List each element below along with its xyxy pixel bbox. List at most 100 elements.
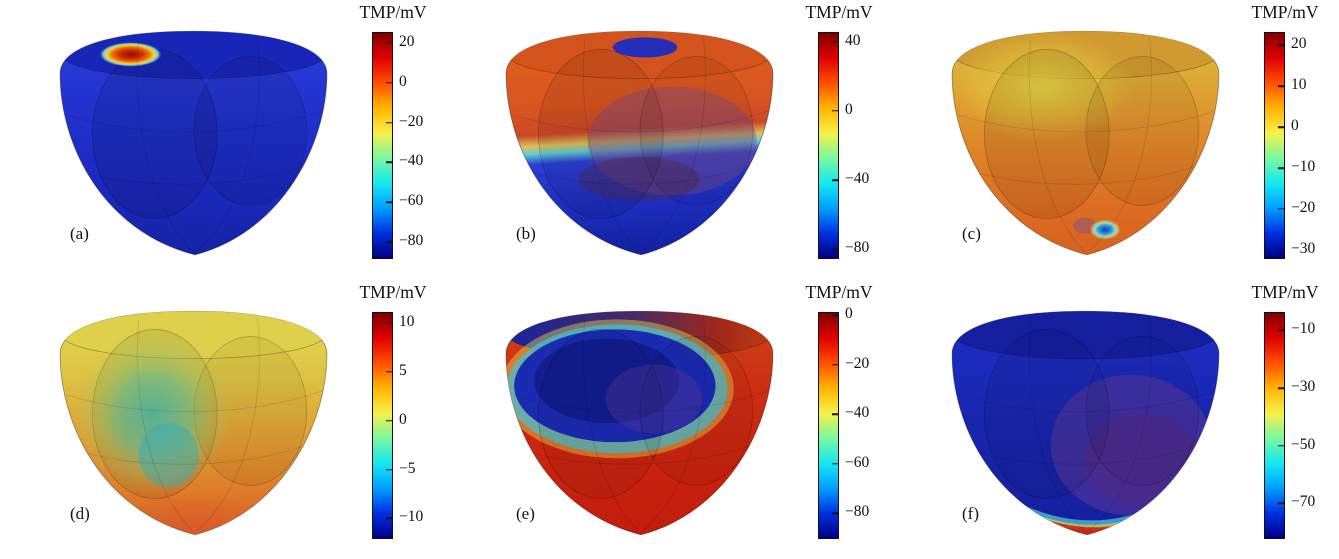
colorbar-ticks: 20 0 −20 −40 −60 −80: [372, 32, 444, 257]
colorbar-tick-label: 10: [1291, 76, 1307, 94]
colorbar: TMP/mV 10 5 0 −5 −10: [342, 282, 444, 539]
colorbar-title: TMP/mV: [805, 2, 873, 22]
colorbar-tick-mark: [1278, 444, 1284, 447]
colorbar-tick-label: −20: [1291, 198, 1316, 216]
colorbar-tick-label: −50: [1291, 435, 1316, 453]
colorbar-tick-mark: [832, 364, 838, 366]
panel-f: (f) TMP/mV −10 −30 −50 −70: [892, 280, 1338, 559]
colorbar-tick-mark: [832, 110, 838, 112]
colorbar-tick-mark: [386, 517, 392, 520]
colorbar-tick-label: −5: [399, 459, 416, 477]
colorbar-ticks: 40 0 −40 −80: [818, 32, 890, 257]
colorbar-tick-mark: [1278, 249, 1284, 251]
panel-label: (f): [962, 504, 979, 523]
colorbar-tick-label: 0: [845, 100, 853, 118]
colorbar-title: TMP/mV: [1251, 2, 1319, 22]
colorbar-ticks: 0 −20 −40 −60 −80: [818, 305, 890, 537]
colorbar-tick-label: −10: [399, 508, 424, 526]
panel-label: (a): [70, 224, 89, 243]
colorbar-tick-label: −60: [845, 453, 870, 471]
colorbar-tick-mark: [1278, 167, 1284, 169]
colorbar-tick-mark: [386, 161, 392, 164]
colorbar-tick-label: −10: [1291, 158, 1316, 175]
colorbar-tick-mark: [386, 241, 392, 243]
heart-3d-view-b: [505, 30, 774, 256]
colorbar-gradient: [818, 312, 839, 539]
colorbar-tick-label: 0: [399, 72, 407, 90]
colorbar-tick-label: −60: [399, 192, 424, 210]
colorbar-tick-label: 0: [1291, 117, 1299, 135]
colorbar-tick-label: −10: [1291, 320, 1316, 338]
colorbar-title: TMP/mV: [359, 282, 427, 302]
colorbar: TMP/mV 0 −20 −40 −60 −80: [788, 282, 890, 539]
panel-d: (d) TMP/mV 10 5 0 −5 −10: [0, 280, 446, 559]
heart-3d-view-c: [951, 30, 1220, 256]
colorbar-tick-mark: [1278, 502, 1284, 505]
colorbar-gradient: [1264, 312, 1285, 539]
colorbar-tick-mark: [832, 463, 838, 465]
colorbar-tick-mark: [832, 248, 838, 251]
panel-b: (b) TMP/mV 40 0 −40 −80: [446, 0, 892, 279]
colorbar-tick-label: −40: [845, 170, 870, 188]
colorbar-tick-mark: [386, 370, 392, 373]
heart-3d-view-e: [505, 310, 774, 536]
colorbar-ticks: 10 5 0 −5 −10: [372, 312, 444, 537]
colorbar-tick-mark: [386, 121, 392, 124]
colorbar-gradient: [372, 312, 393, 539]
colorbar-tick-label: 10: [399, 312, 415, 330]
colorbar-gradient: [818, 32, 839, 259]
colorbar: TMP/mV 40 0 −40 −80: [788, 2, 890, 259]
panel-label: (c): [962, 224, 981, 243]
colorbar-tick-mark: [832, 413, 838, 416]
colorbar-tick-label: 20: [399, 32, 415, 50]
colorbar-tick-label: −20: [845, 354, 870, 372]
colorbar-tick-label: −80: [845, 503, 870, 521]
colorbar-ticks: 20 10 0 −10 −20 −30: [1264, 32, 1336, 257]
colorbar-tick-mark: [386, 419, 392, 422]
colorbar-tick-mark: [1278, 329, 1284, 332]
colorbar-tick-mark: [1278, 85, 1284, 87]
colorbar-tick-mark: [832, 179, 838, 181]
panel-c: (c) TMP/mV 20 10 0 −10 −20 −30: [892, 0, 1338, 279]
colorbar-title: TMP/mV: [1251, 282, 1319, 302]
colorbar-title: TMP/mV: [805, 282, 873, 302]
colorbar-tick-mark: [1278, 126, 1284, 128]
colorbar: TMP/mV −10 −30 −50 −70: [1234, 282, 1336, 539]
colorbar-tick-mark: [386, 82, 392, 84]
colorbar-ticks: −10 −30 −50 −70: [1264, 312, 1336, 537]
colorbar-tick-mark: [1278, 208, 1284, 210]
colorbar-tick-mark: [1278, 387, 1284, 389]
colorbar-tick-mark: [386, 42, 392, 44]
colorbar-tick-mark: [386, 468, 392, 471]
colorbar-tick-label: −40: [399, 152, 424, 170]
colorbar-tick-label: 5: [399, 361, 407, 379]
colorbar-tick-mark: [832, 512, 838, 515]
colorbar-tick-label: −80: [845, 239, 870, 257]
resting-patch-top: [612, 37, 678, 58]
panel-label: (d): [70, 504, 90, 523]
inner-wall-purple: [587, 86, 757, 196]
colorbar-tick-label: 40: [845, 31, 861, 49]
colorbar-tick-label: −20: [399, 112, 424, 130]
colorbar-gradient: [372, 32, 393, 259]
heart-3d-view-f: [951, 310, 1220, 536]
activation-spot: [92, 39, 169, 70]
colorbar-gradient: [1264, 32, 1285, 259]
panel-label: (e): [516, 504, 535, 523]
colorbar-tick-mark: [832, 40, 838, 43]
panel-a: (a) TMP/mV 20 0 −20 −40 −60 −80: [0, 0, 446, 279]
colorbar: TMP/mV 20 10 0 −10 −20 −30: [1234, 2, 1336, 259]
colorbar-tick-mark: [386, 201, 392, 203]
late-spot: [1088, 218, 1123, 241]
colorbar: TMP/mV 20 0 −20 −40 −60 −80: [342, 2, 444, 259]
colorbar-tick-mark: [832, 314, 838, 317]
panel-e: (e) TMP/mV 0 −20 −40 −60 −80: [446, 280, 892, 559]
heart-3d-view-a: [59, 30, 328, 256]
colorbar-tick-label: −40: [845, 404, 870, 422]
heart-3d-view-d: [59, 310, 328, 536]
colorbar-tick-label: 20: [1291, 35, 1307, 53]
colorbar-tick-mark: [386, 322, 392, 324]
colorbar-tick-label: −70: [1291, 493, 1316, 511]
colorbar-tick-label: −30: [1291, 378, 1316, 395]
